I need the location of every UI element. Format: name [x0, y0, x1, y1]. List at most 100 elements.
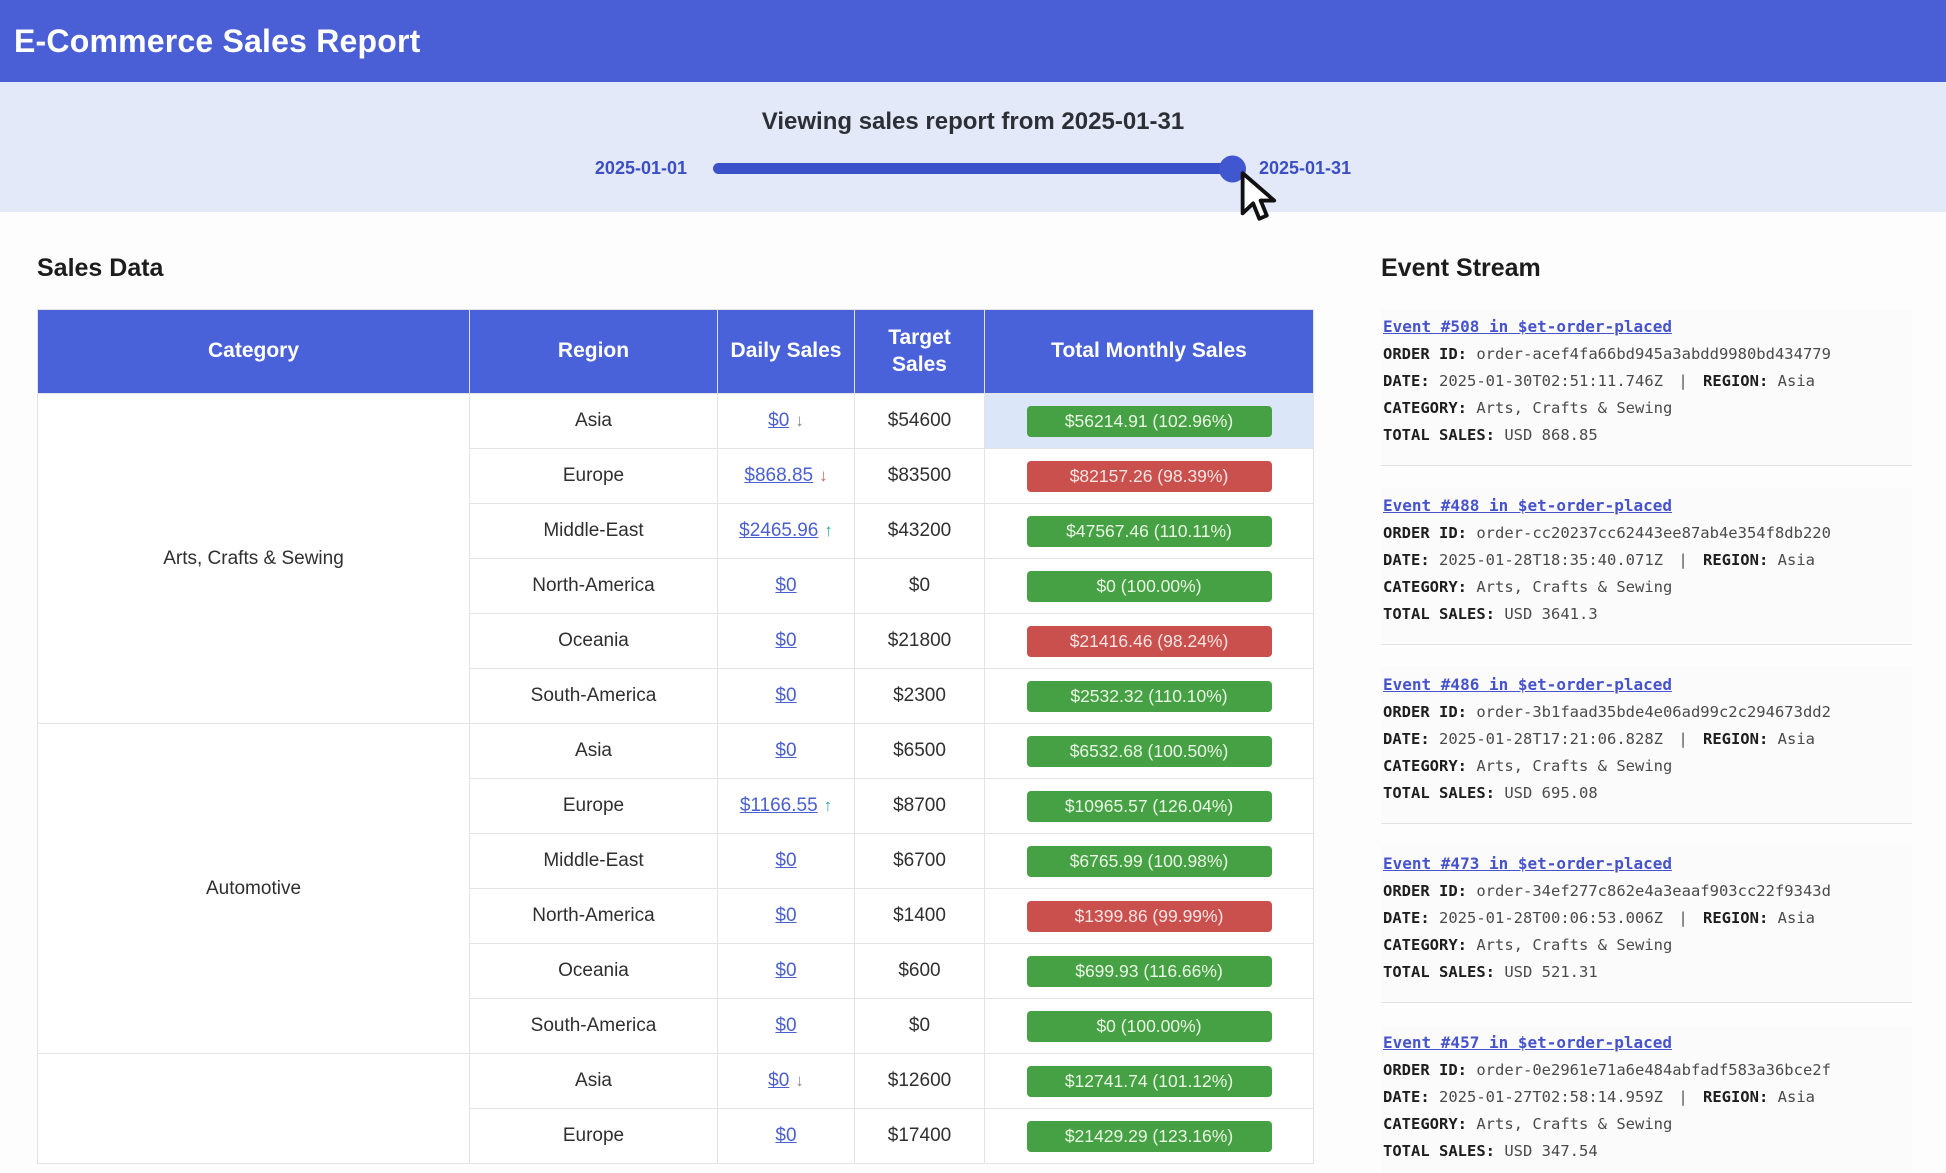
- event-date-line: DATE: 2025-01-27T02:58:14.959Z | REGION:…: [1383, 1088, 1815, 1106]
- event-stream-title: Event Stream: [1381, 254, 1541, 282]
- category-cell: Arts, Crafts & Sewing: [37, 393, 470, 724]
- table-row: Arts, Crafts & Sewing Asia $0 ↓ $54600 $56…: [37, 393, 1314, 724]
- daily-sales-cell: $2465.96 ↑: [717, 503, 855, 559]
- daily-sales-link[interactable]: $2465.96: [739, 520, 819, 541]
- total-sales-badge: $21416.46 (98.24%): [1026, 625, 1272, 657]
- target-sales-cell: $83500: [854, 448, 985, 504]
- event-link[interactable]: Event #488 in $et-order-placed: [1383, 496, 1672, 515]
- daily-sales-cell: $0 ↓: [717, 393, 855, 449]
- event-card: Event #457 in $et-order-placed ORDER ID:…: [1381, 1025, 1912, 1173]
- event-link[interactable]: Event #473 in $et-order-placed: [1383, 854, 1672, 873]
- total-monthly-cell: $47567.46 (110.11%): [984, 503, 1314, 559]
- total-monthly-cell: $1399.86 (99.99%): [984, 888, 1314, 944]
- event-total-line: TOTAL SALES: USD 3641.3: [1383, 605, 1598, 623]
- daily-sales-link[interactable]: $0: [775, 905, 797, 926]
- main-content: Sales Data Category Region Daily Sales T…: [0, 212, 1946, 1173]
- category-cell: [37, 1053, 470, 1164]
- daily-sales-link[interactable]: $0: [768, 410, 790, 431]
- sales-table: Category Region Daily Sales Target Sales…: [37, 309, 1314, 1164]
- total-monthly-cell: $6765.99 (100.98%): [984, 833, 1314, 889]
- event-link[interactable]: Event #486 in $et-order-placed: [1383, 675, 1672, 694]
- trend-arrow-icon: ↓: [795, 1071, 804, 1090]
- daily-sales-link[interactable]: $0: [775, 960, 797, 981]
- event-link[interactable]: Event #508 in $et-order-placed: [1383, 317, 1672, 336]
- slider-min-label: 2025-01-01: [594, 158, 687, 178]
- region-cell: Middle-East: [469, 503, 718, 559]
- total-sales-badge: $2532.32 (110.10%): [1026, 680, 1272, 712]
- region-cell: North-America: [469, 888, 718, 944]
- slider-title: Viewing sales report from 2025-01-31: [761, 108, 1185, 135]
- total-monthly-cell: $10965.57 (126.04%): [984, 778, 1314, 834]
- event-date-line: DATE: 2025-01-28T17:21:06.828Z | REGION:…: [1383, 730, 1815, 748]
- event-total-line: TOTAL SALES: USD 695.08: [1383, 784, 1598, 802]
- total-sales-badge: $0 (100.00%): [1026, 1010, 1272, 1042]
- target-sales-cell: $600: [854, 943, 985, 999]
- event-total-line: TOTAL SALES: USD 868.85: [1383, 426, 1598, 444]
- date-slider-thumb[interactable]: [1219, 155, 1246, 182]
- event-order-line: ORDER ID: order-0e2961e71a6e484abfadf583…: [1383, 1061, 1831, 1079]
- event-order-line: ORDER ID: order-cc20237cc62443ee87ab4e35…: [1383, 524, 1831, 542]
- date-slider-section: Viewing sales report from 2025-01-31 202…: [0, 82, 1946, 212]
- event-order-line: ORDER ID: order-acef4fa66bd945a3abdd9980…: [1383, 345, 1831, 363]
- daily-sales-link[interactable]: $0: [775, 1015, 797, 1036]
- total-sales-badge: $21429.29 (123.16%): [1026, 1120, 1272, 1152]
- region-cell: South-America: [469, 668, 718, 724]
- event-date-line: DATE: 2025-01-28T18:35:40.071Z | REGION:…: [1383, 551, 1815, 569]
- target-sales-cell: $1400: [854, 888, 985, 944]
- daily-sales-link[interactable]: $0: [775, 575, 797, 596]
- daily-sales-link[interactable]: $0: [775, 850, 797, 871]
- table-row: South-America $0 $0 $0 (100.00%): [38, 998, 1314, 1054]
- event-category-line: CATEGORY: Arts, Crafts & Sewing: [1383, 936, 1673, 954]
- total-monthly-cell: $699.93 (116.66%): [984, 943, 1314, 999]
- total-sales-badge: $82157.26 (98.39%): [1026, 460, 1272, 492]
- region-cell: Asia: [469, 723, 718, 779]
- event-card: Event #473 in $et-order-placed ORDER ID:…: [1381, 846, 1912, 1003]
- daily-sales-link[interactable]: $0: [775, 1125, 797, 1146]
- total-sales-badge: $47567.46 (110.11%): [1026, 515, 1272, 547]
- trend-arrow-icon: ↑: [823, 796, 833, 815]
- total-monthly-cell: $0 (100.00%): [984, 998, 1314, 1054]
- daily-sales-link[interactable]: $0: [775, 740, 797, 761]
- event-category-line: CATEGORY: Arts, Crafts & Sewing: [1383, 578, 1673, 596]
- daily-sales-cell: $0: [717, 888, 855, 944]
- slider-max-label: 2025-01-31: [1259, 158, 1352, 178]
- total-sales-badge: $1399.86 (99.99%): [1026, 900, 1272, 932]
- total-monthly-cell: $56214.91 (102.96%): [984, 393, 1314, 449]
- event-link[interactable]: Event #457 in $et-order-placed: [1383, 1033, 1672, 1052]
- column-header-category: Category: [37, 309, 470, 394]
- daily-sales-cell: $0: [717, 668, 855, 724]
- date-slider-track[interactable]: [713, 155, 1246, 182]
- trend-arrow-icon: ↓: [795, 411, 804, 430]
- daily-sales-cell: $0: [717, 833, 855, 889]
- daily-sales-cell: $0 ↓: [717, 1053, 855, 1109]
- total-monthly-cell: $0 (100.00%): [984, 558, 1314, 614]
- total-sales-badge: $6765.99 (100.98%): [1026, 845, 1272, 877]
- total-monthly-cell: $2532.32 (110.10%): [984, 668, 1314, 724]
- daily-sales-cell: $0: [717, 558, 855, 614]
- event-category-line: CATEGORY: Arts, Crafts & Sewing: [1383, 399, 1673, 417]
- total-sales-badge: $12741.74 (101.12%): [1026, 1065, 1272, 1097]
- column-header-region: Region: [469, 309, 718, 394]
- table-row: North-America $0 $0 $0 (100.00%): [38, 558, 1314, 614]
- daily-sales-link[interactable]: $1166.55: [739, 795, 818, 816]
- daily-sales-cell: $868.85 ↓: [717, 448, 855, 504]
- total-monthly-cell: $21429.29 (123.16%): [984, 1108, 1314, 1164]
- daily-sales-link[interactable]: $0: [775, 685, 797, 706]
- daily-sales-cell: $0: [717, 723, 855, 779]
- table-row: Middle-East $0 $6700 $6765.99 (100.98%): [38, 833, 1314, 889]
- target-sales-cell: $0: [854, 558, 985, 614]
- daily-sales-link[interactable]: $0: [775, 630, 797, 651]
- category-cell: Automotive: [37, 723, 470, 1054]
- region-cell: Europe: [469, 1108, 718, 1164]
- sales-data-section: Sales Data Category Region Daily Sales T…: [37, 254, 1333, 1173]
- region-cell: North-America: [469, 558, 718, 614]
- daily-sales-cell: $0: [717, 943, 855, 999]
- region-cell: Europe: [469, 778, 718, 834]
- total-sales-badge: $0 (100.00%): [1026, 570, 1272, 602]
- daily-sales-link[interactable]: $868.85: [744, 465, 814, 486]
- event-list: Event #508 in $et-order-placed ORDER ID:…: [1381, 309, 1912, 1173]
- event-card: Event #488 in $et-order-placed ORDER ID:…: [1381, 488, 1912, 645]
- daily-sales-link[interactable]: $0: [768, 1070, 790, 1091]
- total-monthly-cell: $82157.26 (98.39%): [984, 448, 1314, 504]
- event-card: Event #508 in $et-order-placed ORDER ID:…: [1381, 309, 1912, 466]
